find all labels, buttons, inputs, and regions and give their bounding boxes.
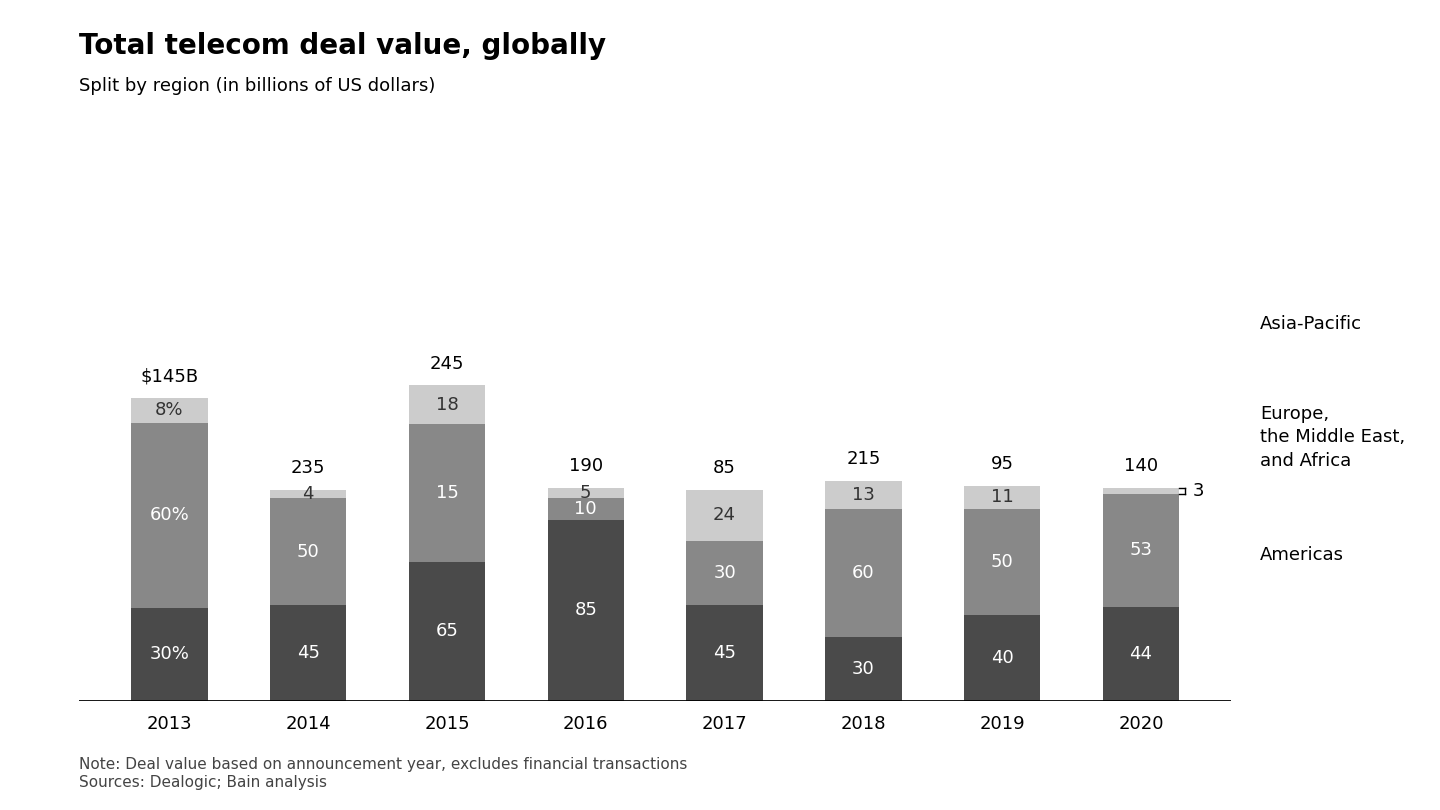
Bar: [825, 637, 901, 701]
Bar: [1103, 607, 1179, 701]
Bar: [547, 498, 624, 519]
Bar: [547, 519, 624, 701]
Bar: [687, 490, 763, 541]
Text: 50: 50: [991, 553, 1014, 571]
Text: 85: 85: [713, 459, 736, 477]
Text: 4: 4: [302, 485, 314, 503]
Text: 10: 10: [575, 500, 598, 518]
Bar: [131, 398, 207, 423]
Text: 50: 50: [297, 543, 320, 561]
Text: 95: 95: [991, 454, 1014, 473]
Bar: [271, 605, 347, 701]
Bar: [409, 386, 485, 424]
Text: 13: 13: [852, 486, 876, 504]
Text: 5: 5: [580, 484, 592, 502]
Text: 24: 24: [713, 506, 736, 524]
Bar: [1103, 494, 1179, 607]
Text: 245: 245: [429, 355, 464, 373]
Text: 8%: 8%: [156, 401, 184, 420]
Text: 85: 85: [575, 601, 598, 619]
Text: 45: 45: [297, 644, 320, 662]
Bar: [131, 423, 207, 608]
Bar: [409, 562, 485, 701]
Bar: [687, 541, 763, 605]
Bar: [963, 509, 1040, 616]
Text: $145B: $145B: [140, 367, 199, 386]
Bar: [409, 424, 485, 562]
Bar: [131, 608, 207, 701]
Text: 11: 11: [991, 488, 1014, 506]
Bar: [1103, 488, 1179, 494]
Text: 190: 190: [569, 457, 603, 475]
Text: Total telecom deal value, globally: Total telecom deal value, globally: [79, 32, 606, 61]
Text: Asia-Pacific: Asia-Pacific: [1260, 315, 1362, 333]
Text: 45: 45: [713, 644, 736, 662]
Text: 215: 215: [847, 450, 881, 468]
Text: 44: 44: [1129, 645, 1152, 663]
Bar: [825, 509, 901, 637]
Text: 30: 30: [713, 564, 736, 582]
Text: 40: 40: [991, 649, 1014, 667]
Text: 235: 235: [291, 459, 325, 477]
Text: 30%: 30%: [150, 646, 189, 663]
Text: 15: 15: [435, 484, 458, 502]
Bar: [963, 616, 1040, 701]
Bar: [271, 490, 347, 498]
Text: Note: Deal value based on announcement year, excludes financial transactions
Sou: Note: Deal value based on announcement y…: [79, 757, 687, 790]
Text: 140: 140: [1125, 457, 1158, 475]
Bar: [547, 488, 624, 498]
Bar: [271, 498, 347, 605]
Text: 60%: 60%: [150, 506, 189, 524]
Text: Americas: Americas: [1260, 546, 1344, 564]
Text: 18: 18: [436, 395, 458, 414]
Text: 3: 3: [1192, 482, 1204, 500]
Text: Split by region (in billions of US dollars): Split by region (in billions of US dolla…: [79, 77, 435, 95]
Text: 60: 60: [852, 564, 874, 582]
Text: 30: 30: [852, 659, 874, 678]
Bar: [825, 481, 901, 509]
Text: 53: 53: [1129, 542, 1152, 560]
Bar: [687, 605, 763, 701]
Text: 65: 65: [435, 622, 458, 641]
Text: Europe,
the Middle East,
and Africa: Europe, the Middle East, and Africa: [1260, 405, 1405, 470]
Bar: [963, 485, 1040, 509]
